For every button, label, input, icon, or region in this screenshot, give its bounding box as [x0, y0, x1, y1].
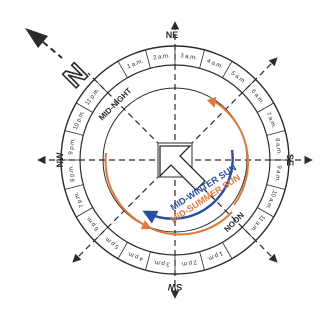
hour-tick	[117, 242, 128, 259]
hour-tick	[266, 130, 286, 136]
hour-label: 5 p.m.	[103, 234, 120, 249]
hour-label: 1 p.m.	[205, 250, 223, 262]
hour-tick	[241, 226, 256, 241]
hour-tick	[145, 251, 151, 271]
hour-tick	[76, 102, 93, 113]
hour-tick	[222, 242, 233, 259]
hour-tick	[199, 49, 205, 69]
hour-label: 6 p.m.	[85, 214, 100, 231]
hour-tick	[94, 226, 109, 241]
hour-label: 8 p.m.	[68, 165, 76, 183]
hour-label: 7 a.m.	[265, 112, 277, 130]
hour-tick	[257, 102, 274, 113]
hour-label: 5 a.m.	[230, 70, 247, 85]
hour-label: 2 a.m.	[153, 53, 171, 61]
north-arrowhead-icon	[25, 28, 48, 48]
hour-tick	[257, 207, 274, 218]
north-marker-label: N	[57, 57, 93, 93]
hour-label: 4 a.m.	[206, 58, 224, 70]
hour-label: 1 a.m.	[127, 58, 145, 70]
hour-label: 3 p.m.	[153, 259, 171, 267]
midnight-label: MID-NIGHT	[97, 86, 133, 122]
hour-label: 9 p.m.	[68, 138, 76, 156]
hour-label: 8 a.m.	[274, 138, 282, 156]
hour-ticks	[61, 46, 289, 274]
hour-tick	[117, 61, 128, 78]
centre-marker	[157, 142, 206, 191]
hour-label: 2 p.m.	[180, 259, 198, 267]
direction-se-label: SE	[285, 154, 295, 166]
hour-label: 6 a.m.	[250, 89, 265, 106]
hour-tick	[241, 79, 256, 94]
winter-sun-path	[142, 149, 234, 224]
hour-tick	[64, 184, 84, 190]
centre-arrow-icon	[159, 145, 206, 191]
hour-label: 4 p.m.	[126, 250, 144, 262]
hour-tick	[64, 130, 84, 136]
hour-label: 3 a.m.	[180, 53, 198, 61]
hour-tick	[76, 207, 93, 218]
hour-tick	[222, 61, 233, 78]
hour-label: 10 p.m.	[73, 110, 86, 131]
direction-sw-label: SW	[167, 282, 182, 292]
summer-sun-path	[104, 96, 249, 236]
hour-label: 10 a.m.	[264, 189, 277, 210]
direction-nw-label: NW	[55, 152, 65, 167]
north-pointer: N	[25, 28, 94, 94]
hour-tick	[94, 79, 109, 94]
hour-label: 7 p.m.	[73, 190, 85, 208]
hour-tick	[199, 251, 205, 271]
noon-label: NOON	[223, 210, 246, 233]
hour-tick	[145, 49, 151, 69]
hour-tick	[266, 184, 286, 190]
direction-ne-label: NE	[166, 30, 179, 40]
hour-label: 9 a.m.	[274, 165, 282, 183]
